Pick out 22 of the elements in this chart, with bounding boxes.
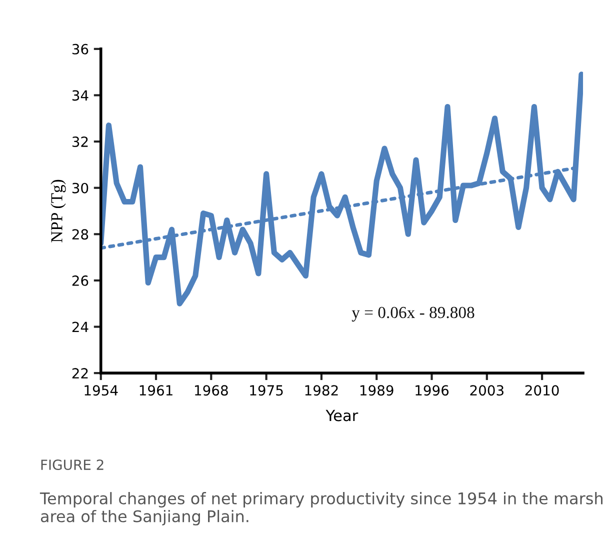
y-axis-title: NPP (Tg): [50, 180, 66, 242]
x-tick-label: 1954: [84, 385, 118, 396]
y-tick-label: 22: [72, 368, 88, 378]
y-tick-label: 34: [72, 90, 88, 101]
y-tick-label: 26: [72, 275, 88, 286]
caption: FIGURE 2: [41, 460, 104, 470]
x-tick-label: 2010: [525, 385, 559, 396]
y-tick-label: 24: [72, 322, 88, 332]
x-tick-label: 1989: [360, 385, 394, 396]
y-tick-label: 36: [72, 44, 88, 54]
x-tick-label: 1961: [140, 385, 172, 396]
y-tick-label: 32: [72, 136, 88, 148]
text: Temporal changes of net primary productivity since 1954 in the marsh area of the Sanjiang Plain.: [40, 492, 602, 526]
x-tick-label: 1975: [250, 385, 283, 396]
y-tick-label: 30: [72, 182, 88, 194]
x-axis-title: Year: [326, 410, 358, 422]
x-tick-label: 1996: [416, 385, 449, 396]
x-tick-label: 1982: [305, 385, 338, 396]
x-tick-label: 2003: [470, 385, 504, 396]
annotation: y = 0.06x - 89.808: [352, 306, 474, 322]
x-tick-label: 1968: [195, 385, 228, 396]
y-tick-label: 28: [72, 229, 88, 240]
